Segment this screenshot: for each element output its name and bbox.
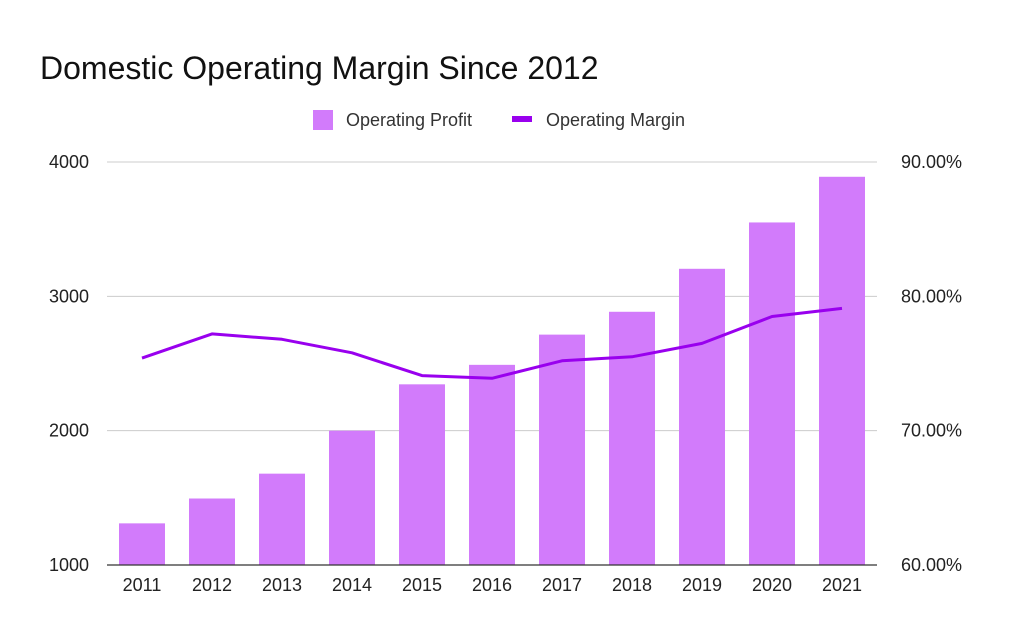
- bar: [399, 384, 445, 565]
- bar: [469, 364, 515, 565]
- legend: Operating Profit Operating Margin: [313, 110, 685, 130]
- x-tick-label: 2011: [123, 575, 162, 595]
- legend-swatch-bar: [313, 110, 333, 130]
- x-tick-label: 2018: [612, 575, 652, 595]
- bar: [119, 523, 165, 565]
- y-right-tick-label: 70.00%: [901, 421, 962, 441]
- bar: [329, 430, 375, 565]
- legend-label: Operating Margin: [546, 110, 685, 130]
- x-tick-label: 2017: [542, 575, 582, 595]
- bar: [819, 176, 865, 565]
- x-tick-label: 2014: [332, 575, 372, 595]
- y-left-tick-label: 2000: [49, 421, 89, 441]
- bar: [539, 334, 585, 565]
- legend-label: Operating Profit: [346, 110, 472, 130]
- x-tick-label: 2021: [822, 575, 862, 595]
- x-tick-label: 2019: [682, 575, 722, 595]
- y-right-tick-label: 80.00%: [901, 286, 962, 306]
- line-series: [141, 306, 843, 380]
- legend-swatch-line: [512, 116, 532, 122]
- bar: [189, 498, 235, 565]
- margin-line: [141, 306, 843, 380]
- x-tick-label: 2020: [752, 575, 792, 595]
- bar: [749, 222, 795, 565]
- x-tick-label: 2016: [472, 575, 512, 595]
- bar: [679, 268, 725, 565]
- bar: [609, 311, 655, 565]
- y-right-tick-label: 90.00%: [901, 152, 962, 172]
- x-tick-label: 2013: [262, 575, 302, 595]
- axes: 1000 2000 3000 4000 60.00% 70.00% 80.00% 90.00%…: [49, 152, 962, 595]
- y-left-tick-label: 1000: [49, 555, 89, 575]
- y-right-tick-label: 60.00%: [901, 555, 962, 575]
- y-left-tick-label: 3000: [49, 286, 89, 306]
- y-left-tick-label: 4000: [49, 152, 89, 172]
- bar: [259, 473, 305, 565]
- chart-title: Domestic Operating Margin Since 2012: [40, 50, 599, 86]
- x-tick-label: 2015: [402, 575, 442, 595]
- x-tick-label: 2012: [192, 575, 232, 595]
- bar-series: [119, 176, 865, 565]
